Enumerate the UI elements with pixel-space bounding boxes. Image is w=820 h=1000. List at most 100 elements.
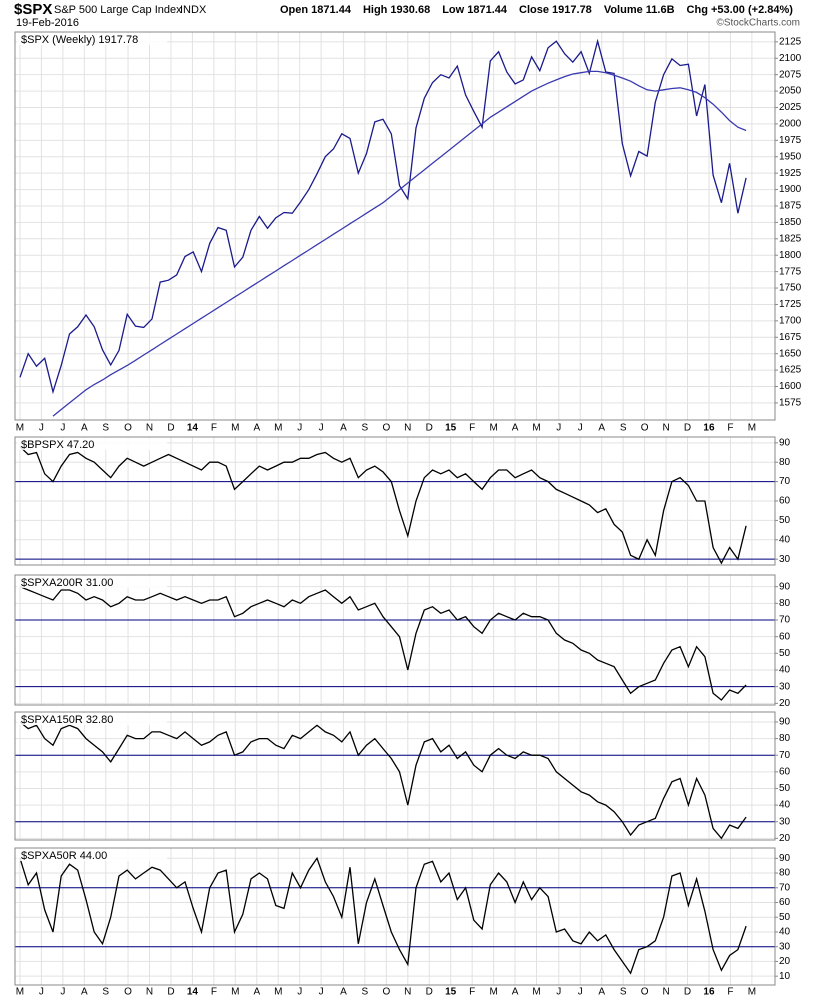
quote-stat: Volume 11.6B	[604, 4, 675, 16]
x-tick-label: A	[340, 987, 347, 998]
y-tick-label: 80	[779, 457, 791, 468]
y-tick-label: 2100	[779, 53, 802, 64]
x-tick-label: M	[489, 987, 497, 998]
quote-stat: Chg +53.00 (+2.84%)	[687, 4, 794, 16]
y-tick-label: 1950	[779, 151, 802, 162]
x-tick-label: 14	[187, 987, 199, 998]
x-tick-label: O	[382, 987, 390, 998]
y-tick-label: 1675	[779, 332, 802, 343]
x-tick-label: D	[426, 423, 433, 434]
index-name: S&P 500 Large Cap Index	[54, 4, 182, 16]
x-tick-label: O	[641, 423, 649, 434]
x-tick-label: S	[102, 987, 109, 998]
x-tick-label: O	[382, 423, 390, 434]
y-tick-label: 80	[779, 598, 791, 609]
y-tick-label: 1925	[779, 168, 802, 179]
x-tick-label: S	[102, 423, 109, 434]
x-tick-label: A	[512, 987, 519, 998]
x-tick-label: J	[60, 423, 65, 434]
x-tick-label: S	[620, 423, 627, 434]
x-tick-label: M	[274, 987, 282, 998]
y-tick-label: 50	[779, 912, 791, 923]
x-tick-label: J	[556, 987, 561, 998]
y-tick-label: 30	[779, 681, 791, 692]
x-tick-label: M	[16, 423, 24, 434]
y-tick-label: 1775	[779, 266, 802, 277]
y-tick-label: 2125	[779, 36, 802, 47]
x-tick-label: J	[60, 987, 65, 998]
x-tick-label: O	[124, 987, 132, 998]
y-tick-label: 90	[779, 717, 791, 728]
x-tick-label: F	[727, 987, 733, 998]
x-tick-label: J	[39, 987, 44, 998]
x-tick-label: D	[426, 987, 433, 998]
label-bg	[17, 576, 167, 588]
x-tick-label: N	[404, 423, 411, 434]
x-tick-label: O	[124, 423, 132, 434]
y-tick-label: 90	[779, 581, 791, 592]
y-tick-label: 1800	[779, 250, 802, 261]
y-tick-label: 1825	[779, 233, 802, 244]
x-tick-label: A	[81, 987, 88, 998]
x-tick-label: J	[297, 987, 302, 998]
panel-frame	[14, 847, 776, 986]
y-tick-label: 1850	[779, 217, 802, 228]
x-tick-label: F	[727, 423, 733, 434]
y-tick-label: 1725	[779, 299, 802, 310]
x-tick-label: D	[167, 987, 174, 998]
y-tick-label: 60	[779, 897, 791, 908]
panel-frame	[14, 31, 776, 421]
x-tick-label: J	[319, 987, 324, 998]
x-tick-label: A	[598, 423, 605, 434]
x-tick-label: 16	[703, 987, 715, 998]
x-tick-label: A	[253, 987, 260, 998]
x-tick-label: S	[620, 987, 627, 998]
y-tick-label: 2075	[779, 69, 802, 80]
quote-stat: Low 1871.44	[442, 4, 508, 16]
y-tick-label: 2000	[779, 119, 802, 130]
y-tick-label: 2050	[779, 86, 802, 97]
y-tick-label: 80	[779, 733, 791, 744]
x-tick-label: A	[340, 423, 347, 434]
x-tick-label: M	[748, 423, 756, 434]
quote-stat: High 1930.68	[363, 4, 430, 16]
y-tick-label: 90	[779, 853, 791, 864]
x-tick-label: M	[16, 987, 24, 998]
y-tick-label: 80	[779, 868, 791, 879]
label-bg	[17, 849, 167, 861]
y-tick-label: 60	[779, 766, 791, 777]
x-tick-label: 15	[445, 987, 457, 998]
x-tick-label: S	[362, 423, 369, 434]
x-tick-label: 14	[187, 423, 199, 434]
x-tick-label: N	[146, 987, 153, 998]
y-tick-label: 1750	[779, 283, 802, 294]
y-tick-label: 40	[779, 534, 791, 545]
y-tick-label: 20	[779, 833, 791, 844]
panel-label: $SPXA50R 44.00	[21, 850, 107, 862]
x-tick-label: F	[469, 987, 475, 998]
series-line	[19, 721, 747, 840]
symbol: $SPX	[14, 1, 52, 18]
x-tick-label: M	[489, 423, 497, 434]
panel-label: $SPX (Weekly) 1917.78	[21, 34, 138, 46]
credit: ©StockCharts.com	[716, 18, 800, 29]
label-bg	[17, 33, 167, 45]
x-tick-label: F	[211, 987, 217, 998]
panel-label: $SPXA150R 32.80	[21, 714, 113, 726]
quote-stat: Close 1917.78	[519, 4, 592, 16]
y-tick-label: 40	[779, 800, 791, 811]
x-tick-label: F	[469, 423, 475, 434]
x-tick-label: J	[556, 423, 561, 434]
y-tick-label: 1875	[779, 201, 802, 212]
x-tick-label: A	[253, 423, 260, 434]
y-tick-label: 50	[779, 515, 791, 526]
series-line	[19, 586, 747, 701]
label-bg	[17, 713, 167, 725]
x-tick-label: D	[167, 423, 174, 434]
y-tick-label: 1700	[779, 316, 802, 327]
y-tick-label: 30	[779, 941, 791, 952]
x-tick-label: N	[146, 423, 153, 434]
panel-label: $SPXA200R 31.00	[21, 577, 113, 589]
y-tick-label: 1600	[779, 381, 802, 392]
label-bg	[17, 438, 167, 450]
